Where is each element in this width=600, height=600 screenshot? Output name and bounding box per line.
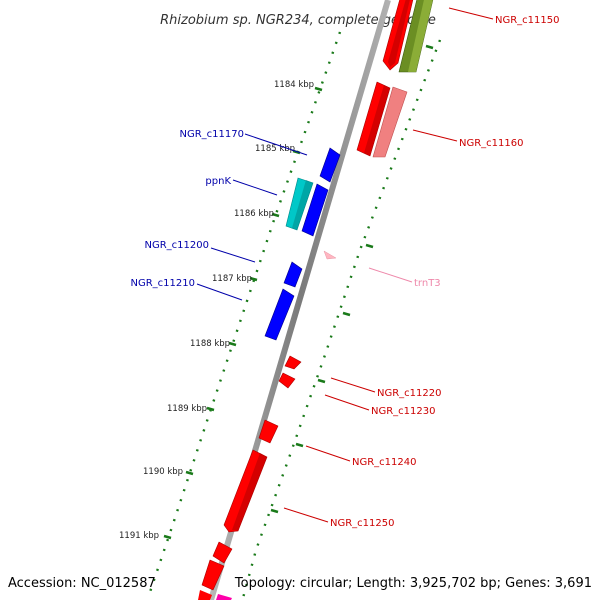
leader-ngr-c11170 bbox=[244, 133, 308, 156]
tick-mark bbox=[270, 508, 279, 514]
gene-ngr-c11220-arrow bbox=[284, 355, 302, 370]
leader-ngr-c11210 bbox=[196, 283, 243, 301]
leader-ngr-c11220 bbox=[330, 377, 376, 393]
tick-label: 1190 kbp bbox=[143, 467, 183, 477]
kbp-labels: 1184 kbp 1185 kbp 1186 kbp 1187 kbp 1188… bbox=[119, 80, 314, 541]
gene-label: trnT3 bbox=[414, 278, 441, 289]
gene-red-bottom bbox=[201, 559, 225, 591]
leader-lines bbox=[196, 7, 494, 523]
gene-label: NGR_c11240 bbox=[352, 457, 417, 468]
gene-ngr-c11230-arrow bbox=[278, 372, 296, 389]
gene-label: NGR_c11250 bbox=[330, 518, 395, 529]
gene-ngr-c11240-arrow bbox=[258, 419, 279, 444]
tick-mark bbox=[425, 44, 434, 50]
trna-trnT3-arrow bbox=[323, 250, 337, 260]
gene-label: NGR_c11230 bbox=[371, 406, 436, 417]
leader-ngr-c11230 bbox=[324, 394, 370, 411]
gene-red-edge bbox=[198, 590, 212, 600]
gene-label: ppnK bbox=[205, 176, 231, 187]
leader-ngr-c11150 bbox=[448, 7, 494, 20]
gene-label: NGR_c11220 bbox=[377, 388, 442, 399]
gene-label: NGR_c11160 bbox=[459, 138, 524, 149]
gene-ngr-c11150-arrow-dark bbox=[388, 0, 410, 67]
tick-mark bbox=[295, 442, 304, 448]
map-title: Rhizobium sp. NGR234, complete genome bbox=[160, 13, 436, 28]
tick-mark bbox=[342, 311, 351, 317]
leader-ngr-c11250 bbox=[283, 507, 329, 523]
gene-labels: NGR_c11150 NGR_c11160 NGR_c11170 ppnK NG… bbox=[131, 15, 560, 529]
outer-ticks bbox=[270, 44, 434, 514]
leader-ngr-c11160 bbox=[412, 129, 458, 142]
tick-label: 1187 kbp bbox=[212, 274, 252, 284]
tick-label: 1184 kbp bbox=[274, 80, 314, 90]
leader-trnT3 bbox=[368, 267, 413, 283]
tick-mark bbox=[317, 378, 326, 384]
leader-ngr-c11200 bbox=[210, 247, 256, 263]
gene-ngr-c11170-arrow bbox=[319, 147, 341, 183]
kbp-ticks bbox=[163, 86, 323, 540]
tick-mark bbox=[228, 341, 237, 347]
genome-summary-text: Topology: circular; Length: 3,925,702 bp… bbox=[234, 576, 592, 591]
gene-label: NGR_c11150 bbox=[495, 15, 560, 26]
gene-ppnK-shade bbox=[292, 180, 313, 230]
tick-label: 1185 kbp bbox=[255, 144, 295, 154]
gene-blue-long bbox=[301, 183, 329, 237]
tick-mark bbox=[365, 243, 374, 249]
leader-ppnK bbox=[232, 179, 278, 196]
tick-label: 1188 kbp bbox=[190, 339, 230, 349]
gene-olive-arrow-light bbox=[408, 0, 433, 72]
gene-ngr-c11160-arrow bbox=[372, 86, 408, 158]
gene-ngr-c11250-shade bbox=[232, 453, 267, 531]
gene-ngr-c11210-arrow bbox=[264, 288, 295, 341]
tick-label: 1191 kbp bbox=[119, 531, 159, 541]
tick-mark bbox=[249, 276, 258, 282]
tick-mark bbox=[206, 406, 215, 412]
tick-mark bbox=[185, 470, 194, 476]
gene-red-reverse-shade bbox=[364, 85, 390, 156]
forward-strand-features bbox=[198, 0, 434, 600]
tick-mark bbox=[271, 212, 280, 218]
reverse-strand-features bbox=[264, 147, 341, 341]
leader-ngr-c11240 bbox=[305, 445, 351, 462]
gene-ngr-c11200-arrow bbox=[283, 261, 303, 288]
tick-label: 1189 kbp bbox=[167, 404, 207, 414]
gene-label: NGR_c11200 bbox=[145, 240, 210, 251]
gene-label: NGR_c11170 bbox=[180, 129, 245, 140]
gene-label: NGR_c11210 bbox=[131, 278, 196, 289]
tick-label: 1186 kbp bbox=[234, 209, 274, 219]
accession-text: Accession: NC_012587 bbox=[8, 576, 156, 591]
tick-mark bbox=[314, 86, 323, 92]
gene-red-small bbox=[212, 541, 233, 564]
tick-mark bbox=[163, 534, 172, 540]
gene-magenta-edge bbox=[216, 594, 232, 600]
